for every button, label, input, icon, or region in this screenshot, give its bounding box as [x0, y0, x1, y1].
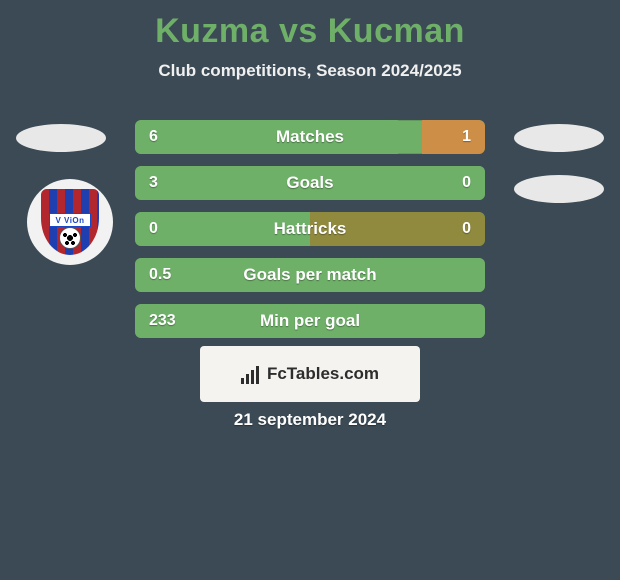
stat-value-right: 1	[425, 128, 485, 146]
page-title: Kuzma vs Kucman	[0, 0, 620, 51]
watermark-text: FcTables.com	[267, 364, 379, 384]
stat-row: 0Hattricks0	[135, 212, 485, 246]
stat-value-left: 0	[135, 220, 195, 238]
stat-label: Hattricks	[195, 219, 425, 239]
stat-row: 3Goals0	[135, 166, 485, 200]
stat-label: Goals per match	[195, 265, 425, 285]
stat-value-left: 3	[135, 174, 195, 192]
stat-row: 233Min per goal	[135, 304, 485, 338]
stat-value-right: 0	[425, 174, 485, 192]
club-crest: V ViOn	[27, 179, 113, 265]
stat-label: Min per goal	[195, 311, 425, 331]
watermark: FcTables.com	[200, 346, 420, 402]
stat-value-left: 0.5	[135, 266, 195, 284]
stat-row: 0.5Goals per match	[135, 258, 485, 292]
shield-icon: V ViOn	[41, 189, 99, 255]
page-subtitle: Club competitions, Season 2024/2025	[0, 61, 620, 81]
footer-date: 21 september 2024	[0, 410, 620, 430]
stat-value-right: 0	[425, 220, 485, 238]
player-right-badge-2	[514, 175, 604, 203]
stat-label: Goals	[195, 173, 425, 193]
player-left-badge	[16, 124, 106, 152]
stat-label: Matches	[195, 127, 425, 147]
player-right-badge-1	[514, 124, 604, 152]
club-band-text: V ViOn	[49, 213, 91, 227]
stats-table: 6Matches13Goals00Hattricks00.5Goals per …	[135, 120, 485, 350]
stat-value-left: 233	[135, 312, 195, 330]
stat-row: 6Matches1	[135, 120, 485, 154]
bars-icon	[241, 365, 259, 384]
stat-value-left: 6	[135, 128, 195, 146]
football-icon	[59, 227, 81, 249]
